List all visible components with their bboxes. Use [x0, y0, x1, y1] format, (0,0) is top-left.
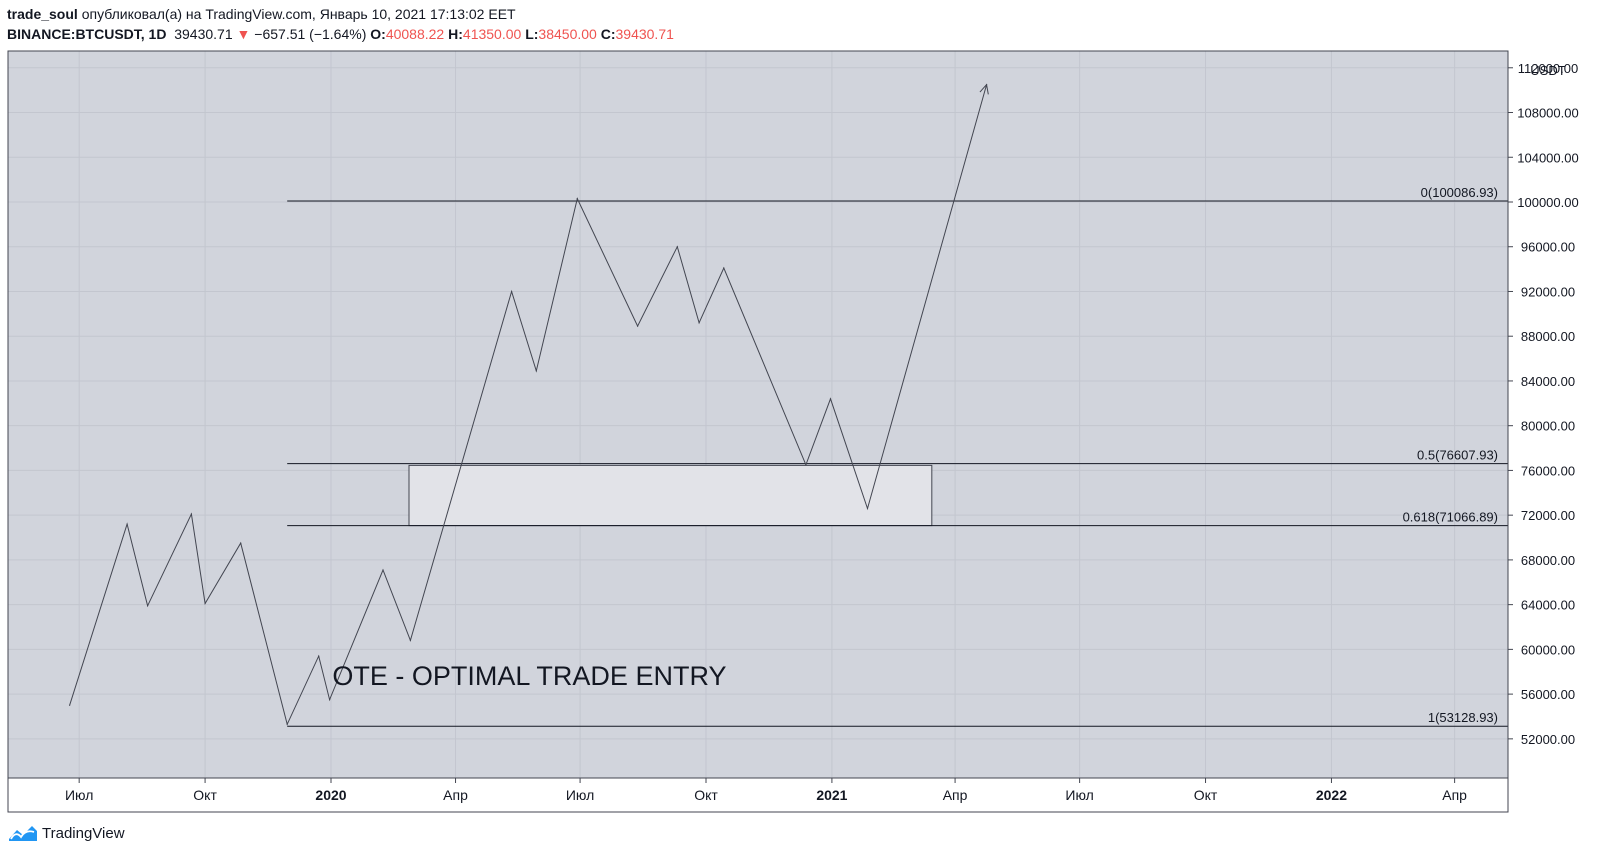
- x-tick-label: Апр: [943, 787, 968, 803]
- author-name[interactable]: trade_soul: [7, 6, 78, 22]
- high-label: H:: [448, 26, 463, 42]
- x-tick-label: Июл: [566, 787, 594, 803]
- published-text: опубликовал(а) на TradingView.com, Январ…: [81, 6, 516, 22]
- price-path-point: [723, 267, 725, 269]
- x-tick-label: Апр: [1442, 787, 1467, 803]
- brand-footer[interactable]: TradingView: [8, 824, 125, 842]
- y-tick-label: 80000.00: [1521, 419, 1575, 434]
- price-path-point: [805, 464, 807, 466]
- x-tick-label: 2021: [816, 787, 847, 803]
- y-tick-label: 56000.00: [1521, 687, 1575, 702]
- x-tick-label: Окт: [193, 787, 217, 803]
- y-tick-label: 72000.00: [1521, 508, 1575, 523]
- chart-axes: 52000.00 56000.00 60000.00 64000.00 68000.00…: [65, 61, 1579, 803]
- projection-arrowhead: [979, 83, 989, 95]
- x-tick-label: Июл: [1065, 787, 1093, 803]
- y-tick-label: 100000.00: [1517, 195, 1578, 210]
- ote-zone-rect: [408, 464, 933, 527]
- price-path-point: [190, 513, 192, 515]
- x-tick-label: Апр: [443, 787, 468, 803]
- price-path-point: [126, 523, 128, 525]
- tradingview-logo-icon: [9, 826, 37, 841]
- price-path-point: [866, 507, 869, 510]
- price-path-point: [240, 542, 242, 544]
- currency-label: USDT: [1530, 63, 1565, 78]
- chart-marks: 0(100086.93) 0.5(76607.93) 0.618(71066.89)…: [69, 83, 1508, 727]
- price-path-point: [147, 605, 149, 607]
- high-value: 41350.00: [462, 26, 522, 42]
- publication-info: trade_soul опубликовал(а) на TradingView…: [7, 5, 516, 23]
- x-tick-label: Окт: [1194, 787, 1218, 803]
- fib-level-label: 0.618(71066.89): [1403, 510, 1498, 525]
- price-path-point: [535, 370, 537, 372]
- close-label: C:: [600, 26, 616, 42]
- price-path-point: [318, 655, 320, 657]
- price-path-point: [204, 602, 206, 605]
- low-label: L:: [525, 26, 539, 42]
- fib-level-label: 0.5(76607.93): [1417, 448, 1498, 463]
- price-path-point: [382, 569, 384, 571]
- open-label: O:: [370, 26, 386, 42]
- symbol-label: BINANCE:BTCUSDT, 1D: [7, 26, 167, 42]
- price-path-point: [676, 246, 678, 248]
- plot-background: [8, 51, 1508, 778]
- x-tick-label: Июл: [65, 787, 93, 803]
- symbol-info: BINANCE:BTCUSDT, 1D 39430.71 ▼ −657.51 (…: [7, 25, 674, 43]
- price-path-point: [511, 290, 513, 293]
- x-tick-label: 2020: [315, 787, 346, 803]
- fib-level-label: 1(53128.93): [1428, 710, 1498, 725]
- y-tick-label: 88000.00: [1521, 329, 1575, 344]
- y-tick-label: 52000.00: [1521, 732, 1575, 747]
- close-value: 39430.71: [615, 26, 674, 42]
- price-path-point: [286, 723, 288, 725]
- price-path-line: [69, 84, 988, 726]
- price-path-point: [409, 639, 411, 642]
- change-down-icon: ▼: [236, 26, 251, 42]
- fib-level-label: 0(100086.93): [1421, 185, 1498, 200]
- y-tick-label: 60000.00: [1521, 642, 1575, 657]
- price-path-point: [637, 325, 639, 327]
- x-tick-label: 2022: [1316, 787, 1347, 803]
- y-tick-label: 64000.00: [1521, 598, 1575, 613]
- y-tick-label-top: 112000.00: [1518, 61, 1579, 76]
- open-value: 40088.22: [385, 26, 445, 42]
- price-path-point: [329, 699, 331, 701]
- y-tick-label: 96000.00: [1521, 240, 1575, 255]
- y-tick-label: 76000.00: [1521, 463, 1575, 478]
- y-tick-label: 108000.00: [1517, 106, 1578, 121]
- y-tick-label: 104000.00: [1517, 150, 1578, 165]
- price-change: −657.51 (−1.64%): [254, 26, 367, 42]
- x-tick-label: Окт: [694, 787, 718, 803]
- ote-annotation-text: OTE - OPTIMAL TRADE ENTRY: [332, 661, 726, 691]
- price-path-point: [576, 198, 578, 200]
- price-path-point: [829, 398, 832, 400]
- last-price: 39430.71: [174, 26, 233, 42]
- y-tick-label: 84000.00: [1521, 374, 1575, 389]
- brand-name: TradingView: [42, 824, 125, 842]
- low-value: 38450.00: [538, 26, 597, 42]
- price-path-point: [698, 322, 700, 324]
- price-path-point: [69, 704, 71, 706]
- y-tick-label: 68000.00: [1521, 553, 1575, 568]
- y-tick-label: 92000.00: [1521, 284, 1575, 299]
